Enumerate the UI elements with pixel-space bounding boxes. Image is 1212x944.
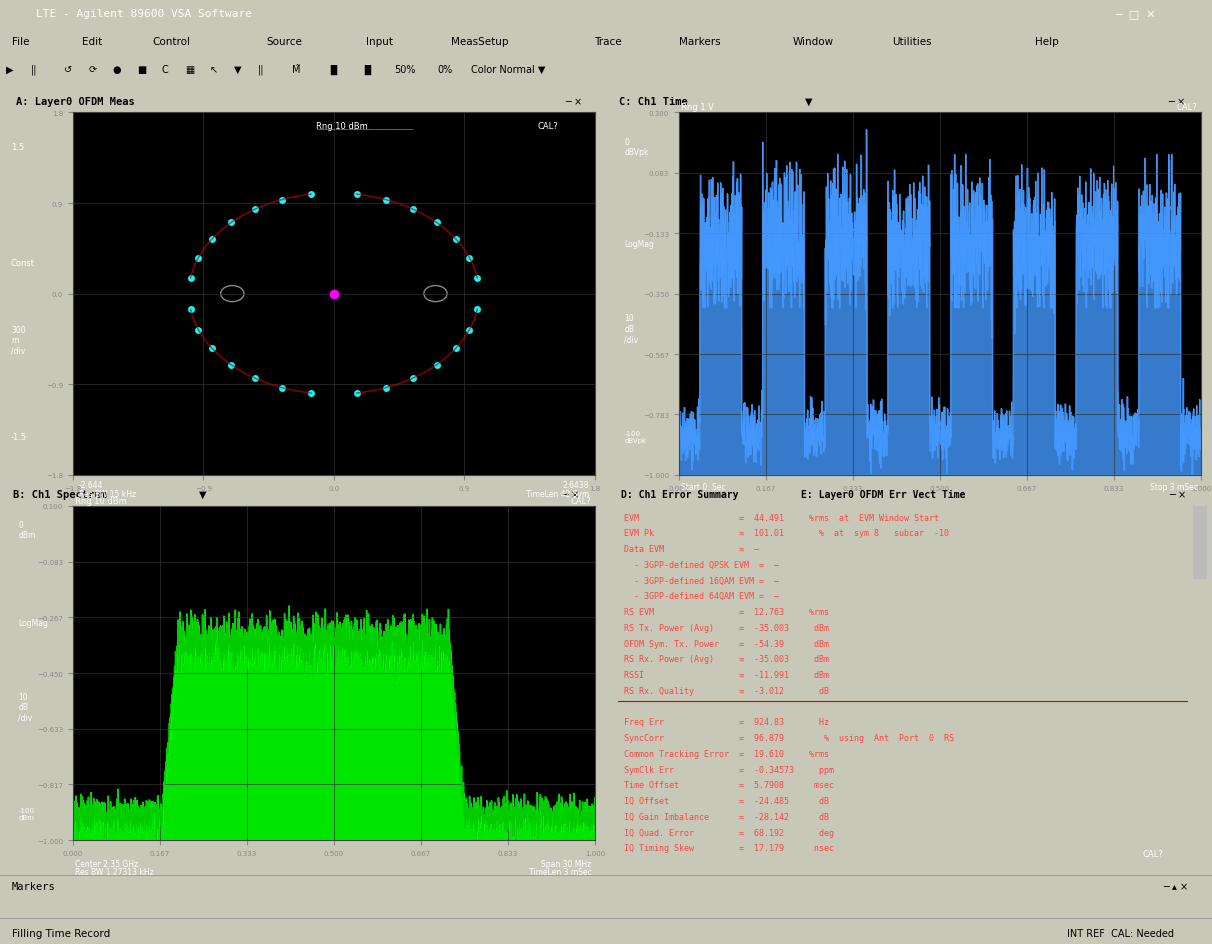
Text: C: C [161,65,168,75]
Text: ──────────────────────────────: ────────────────────────────── [316,127,415,132]
Text: - 3GPP-defined QPSK EVM  =  —: - 3GPP-defined QPSK EVM = — [624,560,778,569]
Text: LogMag: LogMag [624,240,654,248]
Text: E: Layer0 OFDM Err Vect Time: E: Layer0 OFDM Err Vect Time [801,490,966,499]
Text: Time Offset            =  5.7908      msec: Time Offset = 5.7908 msec [624,781,834,789]
Text: ▼: ▼ [200,490,207,499]
Bar [1193,506,1207,579]
Text: -100
dBVpk: -100 dBVpk [624,430,646,444]
Text: Res BW 15 kHz: Res BW 15 kHz [79,490,136,498]
Text: ⟳: ⟳ [88,65,97,75]
Text: ─ ×: ─ × [565,96,582,107]
Text: MeasSetup: MeasSetup [451,37,508,46]
Text: 0
dBVpk: 0 dBVpk [624,138,648,158]
Text: M̃: M̃ [292,65,301,75]
Text: IQ Offset              =  -24.485      dB: IQ Offset = -24.485 dB [624,797,829,805]
Text: RS Rx. Quality         =  -3.012       dB: RS Rx. Quality = -3.012 dB [624,686,829,695]
Text: ▦: ▦ [185,65,195,75]
Text: Source: Source [267,37,303,46]
Text: TimeLen 42 Sym: TimeLen 42 Sym [526,490,589,498]
Text: ▼: ▼ [806,96,813,107]
Text: Trace: Trace [594,37,622,46]
Text: Data EVM               =  —: Data EVM = — [624,545,759,553]
Text: ||: || [30,64,36,76]
Text: File: File [12,37,29,46]
Text: EVM Pk                 =  101.01       %  at  sym 8   subcar  -10: EVM Pk = 101.01 % at sym 8 subcar -10 [624,529,949,538]
Text: Utilities: Utilities [892,37,932,46]
Text: Stop 3 mSec: Stop 3 mSec [1149,483,1197,492]
Text: ▼: ▼ [234,65,241,75]
Text: ↺: ↺ [64,65,73,75]
Text: ▐▌: ▐▌ [360,65,375,75]
Text: Filling Time Record: Filling Time Record [12,928,110,937]
Text: - 3GPP-defined 16QAM EVM =  —: - 3GPP-defined 16QAM EVM = — [624,576,778,585]
Text: SyncCorr               =  96.879        %  using  Ant  Port  0  RS: SyncCorr = 96.879 % using Ant Port 0 RS [624,733,954,742]
Text: Markers: Markers [679,37,720,46]
Text: Res BW 1.27313 kHz: Res BW 1.27313 kHz [75,867,154,876]
Text: ▶: ▶ [6,65,13,75]
Text: RS EVM                 =  12.763     %rms: RS EVM = 12.763 %rms [624,607,829,616]
Text: 2.6438: 2.6438 [562,480,589,489]
Text: Span 30 MHz: Span 30 MHz [542,859,591,868]
Text: 10
dB
/div: 10 dB /div [18,692,33,721]
Text: -2.644: -2.644 [79,480,103,489]
Text: CAL?: CAL? [537,122,558,130]
Text: D: Ch1 Error Summary: D: Ch1 Error Summary [621,490,738,499]
Text: Markers: Markers [12,881,56,891]
Text: INT REF  CAL: Needed: INT REF CAL: Needed [1067,928,1173,937]
Text: 1.5: 1.5 [11,143,24,152]
Text: ─ ▴ ×: ─ ▴ × [1164,881,1189,891]
Text: IQ Timing Skew         =  17.179      nsec: IQ Timing Skew = 17.179 nsec [624,844,834,852]
Text: RSSI                   =  -11.991     dBm: RSSI = -11.991 dBm [624,670,829,680]
Text: IQ Gain Imbalance      =  -28.142      dB: IQ Gain Imbalance = -28.142 dB [624,812,829,821]
Text: CAL?: CAL? [571,497,591,506]
Text: B: Ch1 Spectrum: B: Ch1 Spectrum [13,490,107,499]
Text: - 3GPP-defined 64QAM EVM =  —: - 3GPP-defined 64QAM EVM = — [624,592,778,600]
Text: ●: ● [113,65,121,75]
Text: -100
dBm: -100 dBm [18,807,34,820]
Text: ─ ×: ─ × [561,490,579,499]
Text: Rng 10 dBm: Rng 10 dBm [316,122,368,130]
Text: Const: Const [11,259,35,268]
Text: IQ Quad. Error         =  68.192       deg: IQ Quad. Error = 68.192 deg [624,828,834,836]
Text: 0
dBm: 0 dBm [18,520,35,540]
Text: Common Tracking Error  =  19.610     %rms: Common Tracking Error = 19.610 %rms [624,750,829,758]
Text: Rng 1 V: Rng 1 V [681,103,714,112]
Text: ─ ×: ─ × [1170,490,1187,499]
Text: Freq Err               =  924.83       Hz: Freq Err = 924.83 Hz [624,717,829,727]
Text: RS Rx. Power (Avg)     =  -35.003     dBm: RS Rx. Power (Avg) = -35.003 dBm [624,654,829,664]
Text: RS Tx. Power (Avg)     =  -35.003     dBm: RS Tx. Power (Avg) = -35.003 dBm [624,623,829,632]
Text: EVM                    =  44.491     %rms  at  EVM Window Start: EVM = 44.491 %rms at EVM Window Start [624,513,938,522]
Text: Control: Control [153,37,190,46]
Text: Input: Input [366,37,393,46]
Text: Window: Window [793,37,834,46]
Text: SymClk Err             =  -0.34573     ppm: SymClk Err = -0.34573 ppm [624,765,834,774]
Text: 0%: 0% [438,65,453,75]
Text: Center 2.35 GHz: Center 2.35 GHz [75,859,138,868]
Text: ■: ■ [137,65,147,75]
Text: Color Normal ▼: Color Normal ▼ [471,65,545,75]
Text: LogMag: LogMag [18,618,48,628]
Text: ▐▌: ▐▌ [326,65,341,75]
Text: CAL?: CAL? [1177,103,1197,112]
Text: Start 0  Sec: Start 0 Sec [681,483,726,492]
Text: -1.5: -1.5 [11,432,27,441]
Text: OFDM Sym. Tx. Power    =  -54.39      dBm: OFDM Sym. Tx. Power = -54.39 dBm [624,639,829,648]
Text: LTE - Agilent 89600 VSA Software: LTE - Agilent 89600 VSA Software [36,9,252,19]
Text: 10
dB
/div: 10 dB /div [624,314,639,344]
Text: 50%: 50% [394,65,416,75]
Text: Edit: Edit [82,37,103,46]
Text: Rng 10 dBm: Rng 10 dBm [75,497,127,506]
Text: TimeLen 3 mSec: TimeLen 3 mSec [528,867,591,876]
Text: 300
m
/div: 300 m /div [11,326,25,355]
Text: ↖: ↖ [210,65,218,75]
Text: ─ ×: ─ × [1167,96,1185,107]
Text: ||: || [258,64,264,76]
Text: A: Layer0 OFDM Meas: A: Layer0 OFDM Meas [17,96,136,107]
Text: ─  □  ✕: ─ □ ✕ [1115,9,1156,19]
Text: Help: Help [1035,37,1059,46]
Text: C: Ch1 Time: C: Ch1 Time [619,96,688,107]
Text: CAL?: CAL? [1143,849,1164,857]
